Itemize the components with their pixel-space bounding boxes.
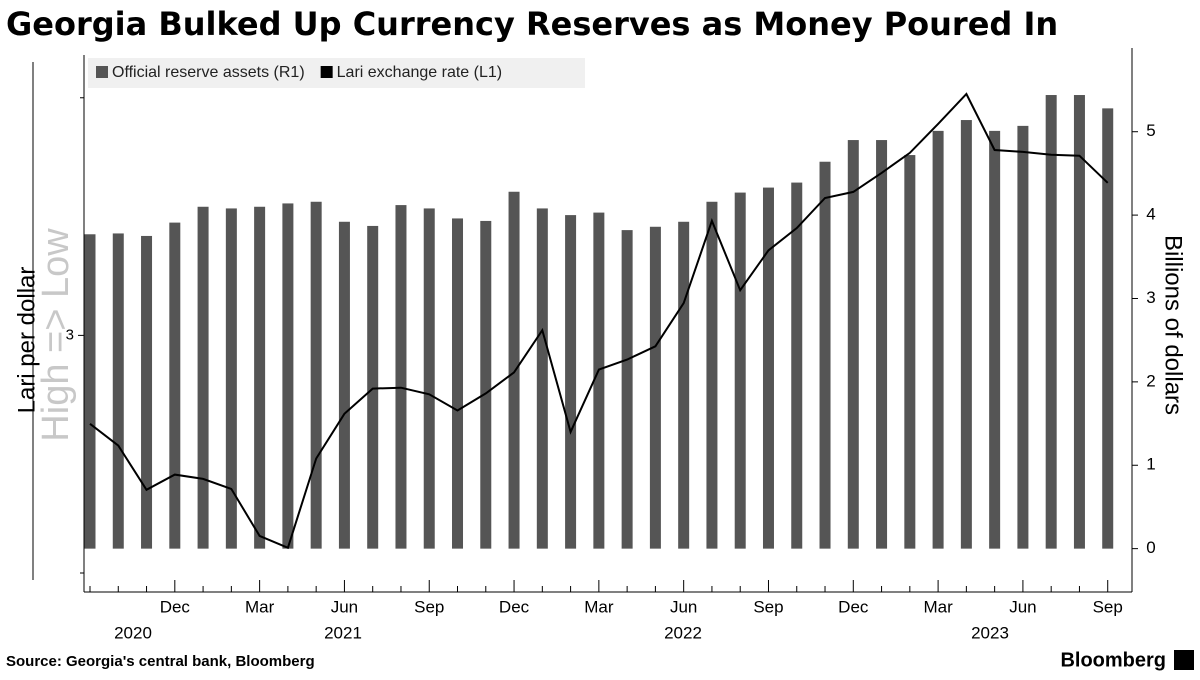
legend-swatch (96, 66, 108, 78)
bar (225, 208, 237, 549)
bar (762, 187, 774, 549)
bar (960, 120, 972, 549)
bar (734, 192, 746, 549)
bar (536, 208, 548, 549)
bar (1045, 95, 1057, 549)
bar (367, 225, 379, 549)
bar (141, 235, 153, 549)
year-label: 2022 (664, 623, 702, 642)
chart-title: Georgia Bulked Up Currency Reserves as M… (6, 5, 1058, 43)
y2-tick-label: 3 (1146, 288, 1155, 307)
bar (84, 234, 96, 549)
bar (112, 233, 124, 549)
year-label: 2023 (971, 623, 1009, 642)
x-tick-label: Sep (1093, 597, 1123, 616)
x-tick-label: Jun (331, 597, 358, 616)
x-tick-label: Jun (1009, 597, 1036, 616)
x-tick-label: Sep (414, 597, 444, 616)
x-tick-label: Jun (670, 597, 697, 616)
y2-tick-label: 4 (1146, 205, 1155, 224)
year-label: 2021 (324, 623, 362, 642)
y2-tick-label: 5 (1146, 121, 1155, 140)
bar (1017, 125, 1029, 549)
bar (847, 140, 859, 549)
bar (282, 203, 294, 549)
bar (338, 221, 350, 549)
x-tick-label: Mar (923, 597, 953, 616)
bar (565, 215, 577, 549)
brand: Bloomberg (1060, 649, 1166, 671)
bar (452, 218, 464, 549)
x-tick-label: Dec (838, 597, 869, 616)
y2-axis-label: Billions of dollars (1160, 235, 1187, 415)
source: Source: Georgia's central bank, Bloomber… (6, 653, 315, 670)
x-tick-label: Mar (584, 597, 614, 616)
x-tick-label: Dec (499, 597, 530, 616)
bar (254, 206, 266, 549)
legend-swatch (320, 66, 333, 78)
y-tick-label: 3 (66, 326, 74, 343)
bar (480, 220, 492, 549)
bar (395, 205, 407, 549)
bar (649, 226, 661, 549)
x-tick-label: Sep (753, 597, 783, 616)
legend (88, 58, 585, 88)
bar (310, 201, 322, 549)
x-tick-label: Mar (245, 597, 275, 616)
bar (1073, 95, 1085, 549)
bar (819, 161, 831, 549)
brand-icon (1174, 650, 1194, 670)
bar (169, 222, 181, 549)
bar (791, 182, 803, 549)
y-axis-note: High => Low (35, 228, 77, 442)
bar (989, 130, 1001, 549)
y2-tick-label: 2 (1146, 371, 1155, 390)
line (89, 92, 1109, 550)
bar (621, 230, 633, 549)
bar (678, 221, 690, 549)
bar (932, 130, 944, 549)
bar (876, 140, 888, 549)
bar (904, 155, 916, 549)
x-tick-label: Dec (160, 597, 191, 616)
bar (1102, 108, 1114, 549)
legend-label: Official reserve assets (R1) (112, 64, 305, 81)
y-axis-label: Lari per dollar (13, 267, 40, 414)
bar (423, 208, 435, 549)
year-label: 2020 (114, 623, 152, 642)
y2-tick-label: 1 (1146, 455, 1155, 474)
bar (593, 212, 605, 549)
bar (508, 191, 520, 549)
bar (197, 206, 209, 549)
y2-tick-label: 0 (1146, 538, 1155, 557)
legend-label: Lari exchange rate (L1) (337, 64, 502, 81)
bar (706, 201, 718, 549)
